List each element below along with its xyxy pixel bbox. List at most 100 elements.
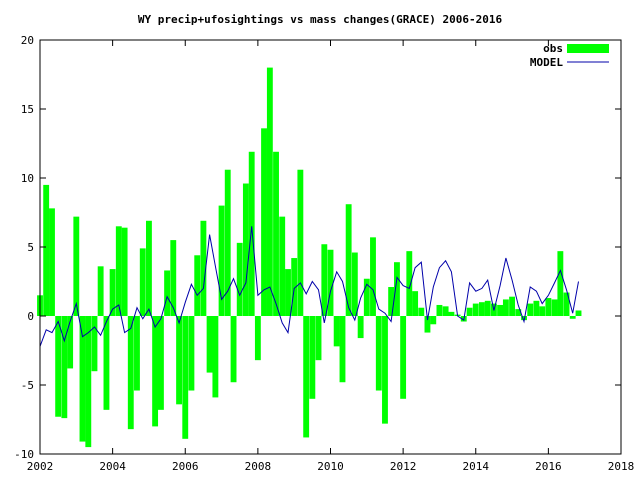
obs-bar xyxy=(351,252,358,316)
obs-bar xyxy=(382,316,388,424)
obs-bar xyxy=(315,316,322,361)
obs-bar xyxy=(539,306,546,316)
obs-bar xyxy=(200,220,207,316)
x-tick-label: 2008 xyxy=(245,460,272,473)
obs-bar xyxy=(139,248,146,316)
obs-bar xyxy=(115,226,122,316)
obs-bar xyxy=(424,316,431,333)
obs-bar xyxy=(303,316,310,438)
obs-bar xyxy=(170,240,177,316)
y-tick-label: 15 xyxy=(21,103,34,116)
obs-bar xyxy=(164,270,171,316)
obs-bar xyxy=(91,316,98,372)
legend: obs MODEL xyxy=(530,42,609,69)
x-tick-label: 2002 xyxy=(27,460,54,473)
obs-bar xyxy=(339,316,346,383)
obs-bar xyxy=(478,302,485,316)
obs-bar xyxy=(484,300,491,316)
obs-bar xyxy=(248,151,255,316)
x-axis-ticks: 2002 2004 2006 2008 2010 2012 2014 2016 2018 xyxy=(27,40,635,473)
obs-bar xyxy=(448,311,455,316)
obs-bar xyxy=(134,316,140,391)
x-tick-label: 2006 xyxy=(172,460,199,473)
obs-bar xyxy=(527,303,534,316)
obs-bar xyxy=(127,316,134,430)
obs-bar xyxy=(279,216,286,316)
legend-label-obs: obs xyxy=(543,42,563,55)
obs-bars xyxy=(37,67,582,448)
x-tick-label: 2014 xyxy=(463,460,490,473)
obs-bar xyxy=(49,208,55,316)
obs-bar xyxy=(502,299,509,316)
x-tick-label: 2016 xyxy=(535,460,562,473)
obs-bar xyxy=(394,262,400,316)
obs-bar xyxy=(406,251,413,316)
y-tick-label: -10 xyxy=(14,448,34,461)
y-tick-label: -5 xyxy=(21,379,34,392)
obs-bar xyxy=(466,307,473,316)
obs-bar xyxy=(273,151,279,316)
obs-bar xyxy=(224,169,231,316)
obs-bar xyxy=(79,316,86,442)
obs-bar xyxy=(333,316,340,347)
y-tick-label: 10 xyxy=(21,172,34,185)
obs-bar xyxy=(436,304,443,316)
obs-bar xyxy=(533,300,540,316)
obs-bar xyxy=(266,67,273,316)
obs-bar xyxy=(575,310,582,316)
obs-bar xyxy=(67,316,74,369)
obs-bar xyxy=(97,266,104,316)
obs-bar xyxy=(509,296,515,316)
obs-bar xyxy=(85,316,92,448)
obs-bar xyxy=(146,220,152,316)
obs-bar xyxy=(375,316,382,391)
chart-title: WY precip+ufosightings vs mass changes(G… xyxy=(138,13,503,26)
legend-label-model: MODEL xyxy=(530,56,563,69)
obs-bar xyxy=(551,299,558,316)
y-axis-ticks: -10 -5 0 5 10 15 20 xyxy=(14,34,621,461)
obs-bar xyxy=(285,269,291,316)
obs-bar xyxy=(327,249,334,316)
obs-bar xyxy=(370,237,376,316)
obs-bar xyxy=(563,292,570,316)
obs-bar xyxy=(218,205,225,316)
obs-bar xyxy=(363,278,370,316)
obs-bar xyxy=(254,316,261,361)
obs-bar xyxy=(157,316,164,410)
obs-bar xyxy=(309,316,316,399)
obs-bar xyxy=(545,298,552,316)
x-tick-label: 2010 xyxy=(317,460,344,473)
obs-bar xyxy=(291,258,298,316)
obs-bar xyxy=(388,287,395,316)
obs-bar xyxy=(472,303,479,316)
obs-bar xyxy=(152,316,159,427)
obs-bar xyxy=(176,316,183,405)
obs-bar xyxy=(109,269,116,316)
obs-bar xyxy=(515,309,522,316)
obs-bar xyxy=(357,316,364,339)
obs-bar xyxy=(230,316,237,383)
obs-bar xyxy=(73,216,80,316)
obs-bar xyxy=(297,169,304,316)
obs-bar xyxy=(418,307,425,316)
obs-bar xyxy=(497,304,504,316)
obs-bar xyxy=(188,316,195,391)
obs-bar xyxy=(442,306,449,316)
x-tick-label: 2004 xyxy=(99,460,126,473)
y-tick-label: 0 xyxy=(27,310,34,323)
obs-bar xyxy=(242,183,249,316)
obs-bar xyxy=(206,316,213,373)
y-tick-label: 20 xyxy=(21,34,34,47)
obs-bar xyxy=(103,316,110,410)
obs-bar xyxy=(569,316,576,319)
obs-bar xyxy=(55,316,62,417)
obs-bar xyxy=(43,184,50,316)
y-tick-label: 5 xyxy=(27,241,34,254)
obs-bar xyxy=(212,316,219,398)
obs-bar xyxy=(236,242,243,316)
obs-bar xyxy=(412,291,419,316)
obs-bar xyxy=(557,251,564,316)
x-tick-label: 2018 xyxy=(608,460,635,473)
obs-bar xyxy=(321,244,328,316)
